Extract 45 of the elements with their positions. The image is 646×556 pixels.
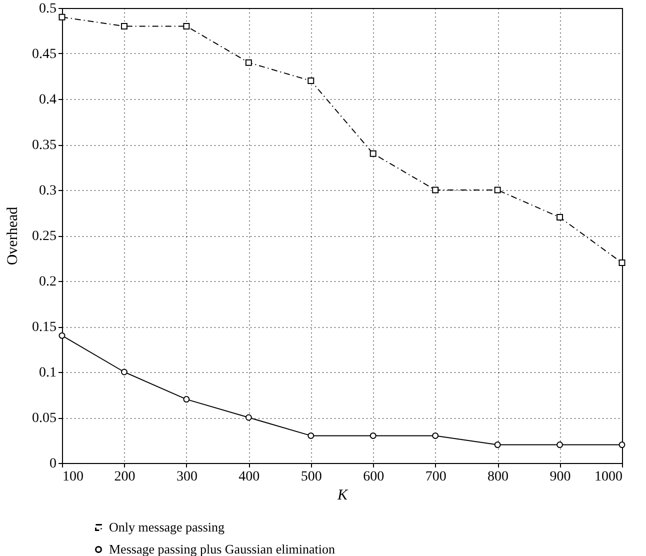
y-tick-label: 0.3 [39,184,56,198]
x-tick-label: 700 [425,470,446,484]
point [618,442,626,448]
point [308,78,314,84]
point [494,186,501,194]
point [556,214,564,221]
y-tick-label: 0.25 [32,229,56,244]
y-tick-label: 0.1 [39,366,56,380]
x-tick-label: 100 [62,470,84,484]
point [58,332,66,339]
y-tick-label: 0.15 [32,320,56,335]
x-tick-label: 200 [114,470,136,484]
point [370,432,376,439]
point [494,442,501,448]
x-tick-label: 400 [238,470,260,484]
point [58,14,66,20]
y-tick-label: 0.5 [39,2,56,16]
point [183,396,190,403]
y-tick-label: 0.35 [32,138,56,153]
point [618,260,626,266]
y-axis-title: Overhead [5,206,21,266]
y-tick-label: 0.45 [32,47,56,62]
x-tick-label: 900 [550,470,571,484]
point [556,442,564,448]
legend-label: Message passing plus Gaussian elimination [109,542,336,556]
point [245,414,252,421]
point [120,368,128,376]
point [432,186,439,194]
x-tick-label: 300 [176,470,198,484]
x-axis-title: K [336,488,348,504]
legend-label: Only message passing [109,520,226,534]
x-tick-label: 600 [363,470,384,484]
y-tick-label: 0 [50,456,56,472]
y-tick-label: 0.4 [39,92,56,108]
point [183,22,190,30]
point [432,432,439,439]
point [120,22,128,30]
y-tick-label: 0.05 [32,411,56,426]
point [308,432,314,439]
x-tick-label: 800 [488,470,509,484]
point [370,150,376,157]
x-tick-label: 1000 [594,470,622,484]
point [245,59,252,66]
y-tick-label: 0.2 [39,274,56,290]
x-tick-label: 500 [300,470,322,484]
